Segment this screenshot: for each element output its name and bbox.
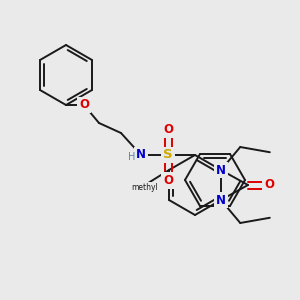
Text: H: H (128, 152, 136, 162)
Text: O: O (163, 123, 173, 136)
Text: O: O (163, 174, 173, 187)
Text: O: O (79, 98, 89, 112)
Text: O: O (264, 178, 274, 191)
Text: S: S (163, 148, 173, 161)
Text: N: N (216, 164, 226, 176)
Text: N: N (216, 194, 226, 206)
Text: N: N (136, 148, 146, 161)
Text: methyl: methyl (132, 184, 158, 193)
